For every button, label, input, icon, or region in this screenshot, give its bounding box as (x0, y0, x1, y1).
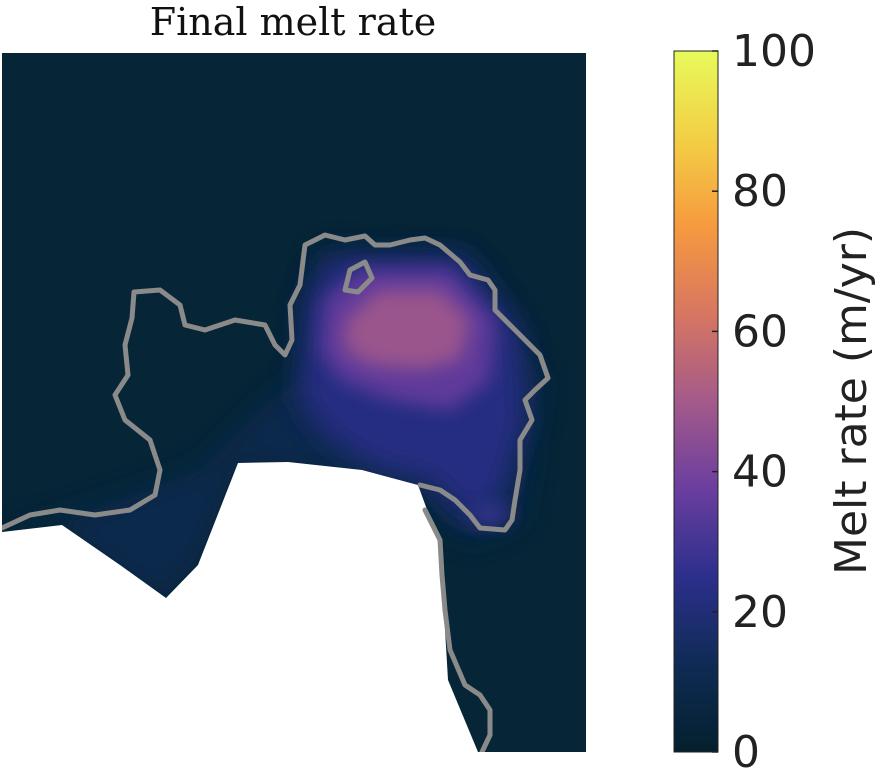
colorbar-tick-label: 40 (732, 447, 788, 498)
masked-region (2, 462, 478, 752)
colorbar-tick-label: 20 (732, 587, 788, 638)
colorbar-tick-label: 60 (732, 306, 788, 357)
melt-field-channel (468, 503, 512, 527)
chart-title: Final melt rate (149, 0, 437, 44)
colorbar-tick-label: 80 (732, 166, 788, 217)
colorbar-label: Melt rate (m/yr) (826, 227, 877, 575)
grounding-line (2, 232, 551, 752)
melt-field-peak (345, 290, 470, 370)
melt-rate-map (2, 53, 586, 752)
melt-field (2, 250, 540, 600)
colorbar-gradient (673, 50, 719, 753)
colorbar-tick-label: 0 (732, 727, 760, 772)
colorbar-tick-label: 100 (732, 26, 816, 77)
colorbar-ticks: 0 20 40 60 80 100 (712, 26, 816, 772)
